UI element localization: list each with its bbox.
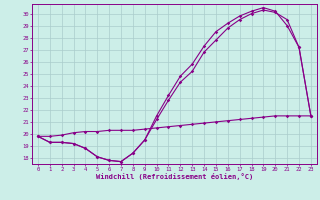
X-axis label: Windchill (Refroidissement éolien,°C): Windchill (Refroidissement éolien,°C) bbox=[96, 173, 253, 180]
